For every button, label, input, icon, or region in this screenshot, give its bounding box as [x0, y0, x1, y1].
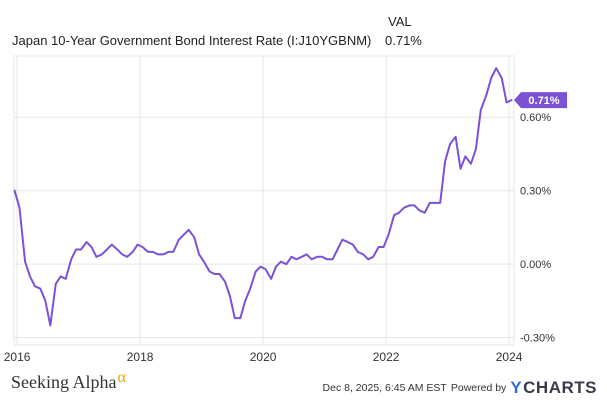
legend-value-header: VAL	[388, 14, 412, 29]
x-tick-label: 2024	[496, 350, 523, 364]
x-tick-label: 2018	[127, 350, 154, 364]
ycharts-y-icon: Y	[510, 378, 523, 397]
y-tick-label: -0.30%	[520, 333, 555, 345]
last-value-flag	[514, 92, 567, 109]
series-line[interactable]	[13, 67, 513, 327]
legend-series-value: 0.71%	[385, 33, 422, 48]
last-value-marker: 0.71%	[514, 92, 567, 109]
grid	[13, 55, 515, 346]
x-tick-label: 2022	[373, 350, 400, 364]
y-tick-label: 0.00%	[520, 259, 551, 271]
x-tick-label: 2016	[4, 350, 31, 364]
alpha-icon: α	[117, 369, 126, 386]
timestamp: Dec 8, 2025, 6:45 AM EST	[322, 382, 447, 394]
series-layer	[13, 67, 513, 327]
y-tick-label: 0.60%	[520, 112, 551, 124]
plot-border	[13, 55, 515, 346]
brand-name: Seeking Alpha	[11, 372, 117, 392]
y-tick-label: 0.30%	[520, 186, 551, 198]
powered-by-text: Powered by	[450, 382, 507, 394]
seeking-alpha-logo: Seeking Alphaα	[11, 369, 126, 393]
x-tick-label: 2020	[250, 350, 277, 364]
ycharts-logo[interactable]: Y CHARTS	[510, 378, 597, 398]
axes: -0.30% 0.00% 0.30% 0.60% 2016 2018 2020 2022 202…	[4, 112, 555, 364]
ycharts-wordmark: CHARTS	[523, 378, 597, 397]
legend-series-name: Japan 10-Year Government Bond Interest R…	[12, 33, 372, 48]
last-value-label: 0.71%	[528, 95, 559, 107]
chart-credits: Dec 8, 2025, 6:45 AM EST Powered by Y CHA…	[323, 378, 597, 398]
